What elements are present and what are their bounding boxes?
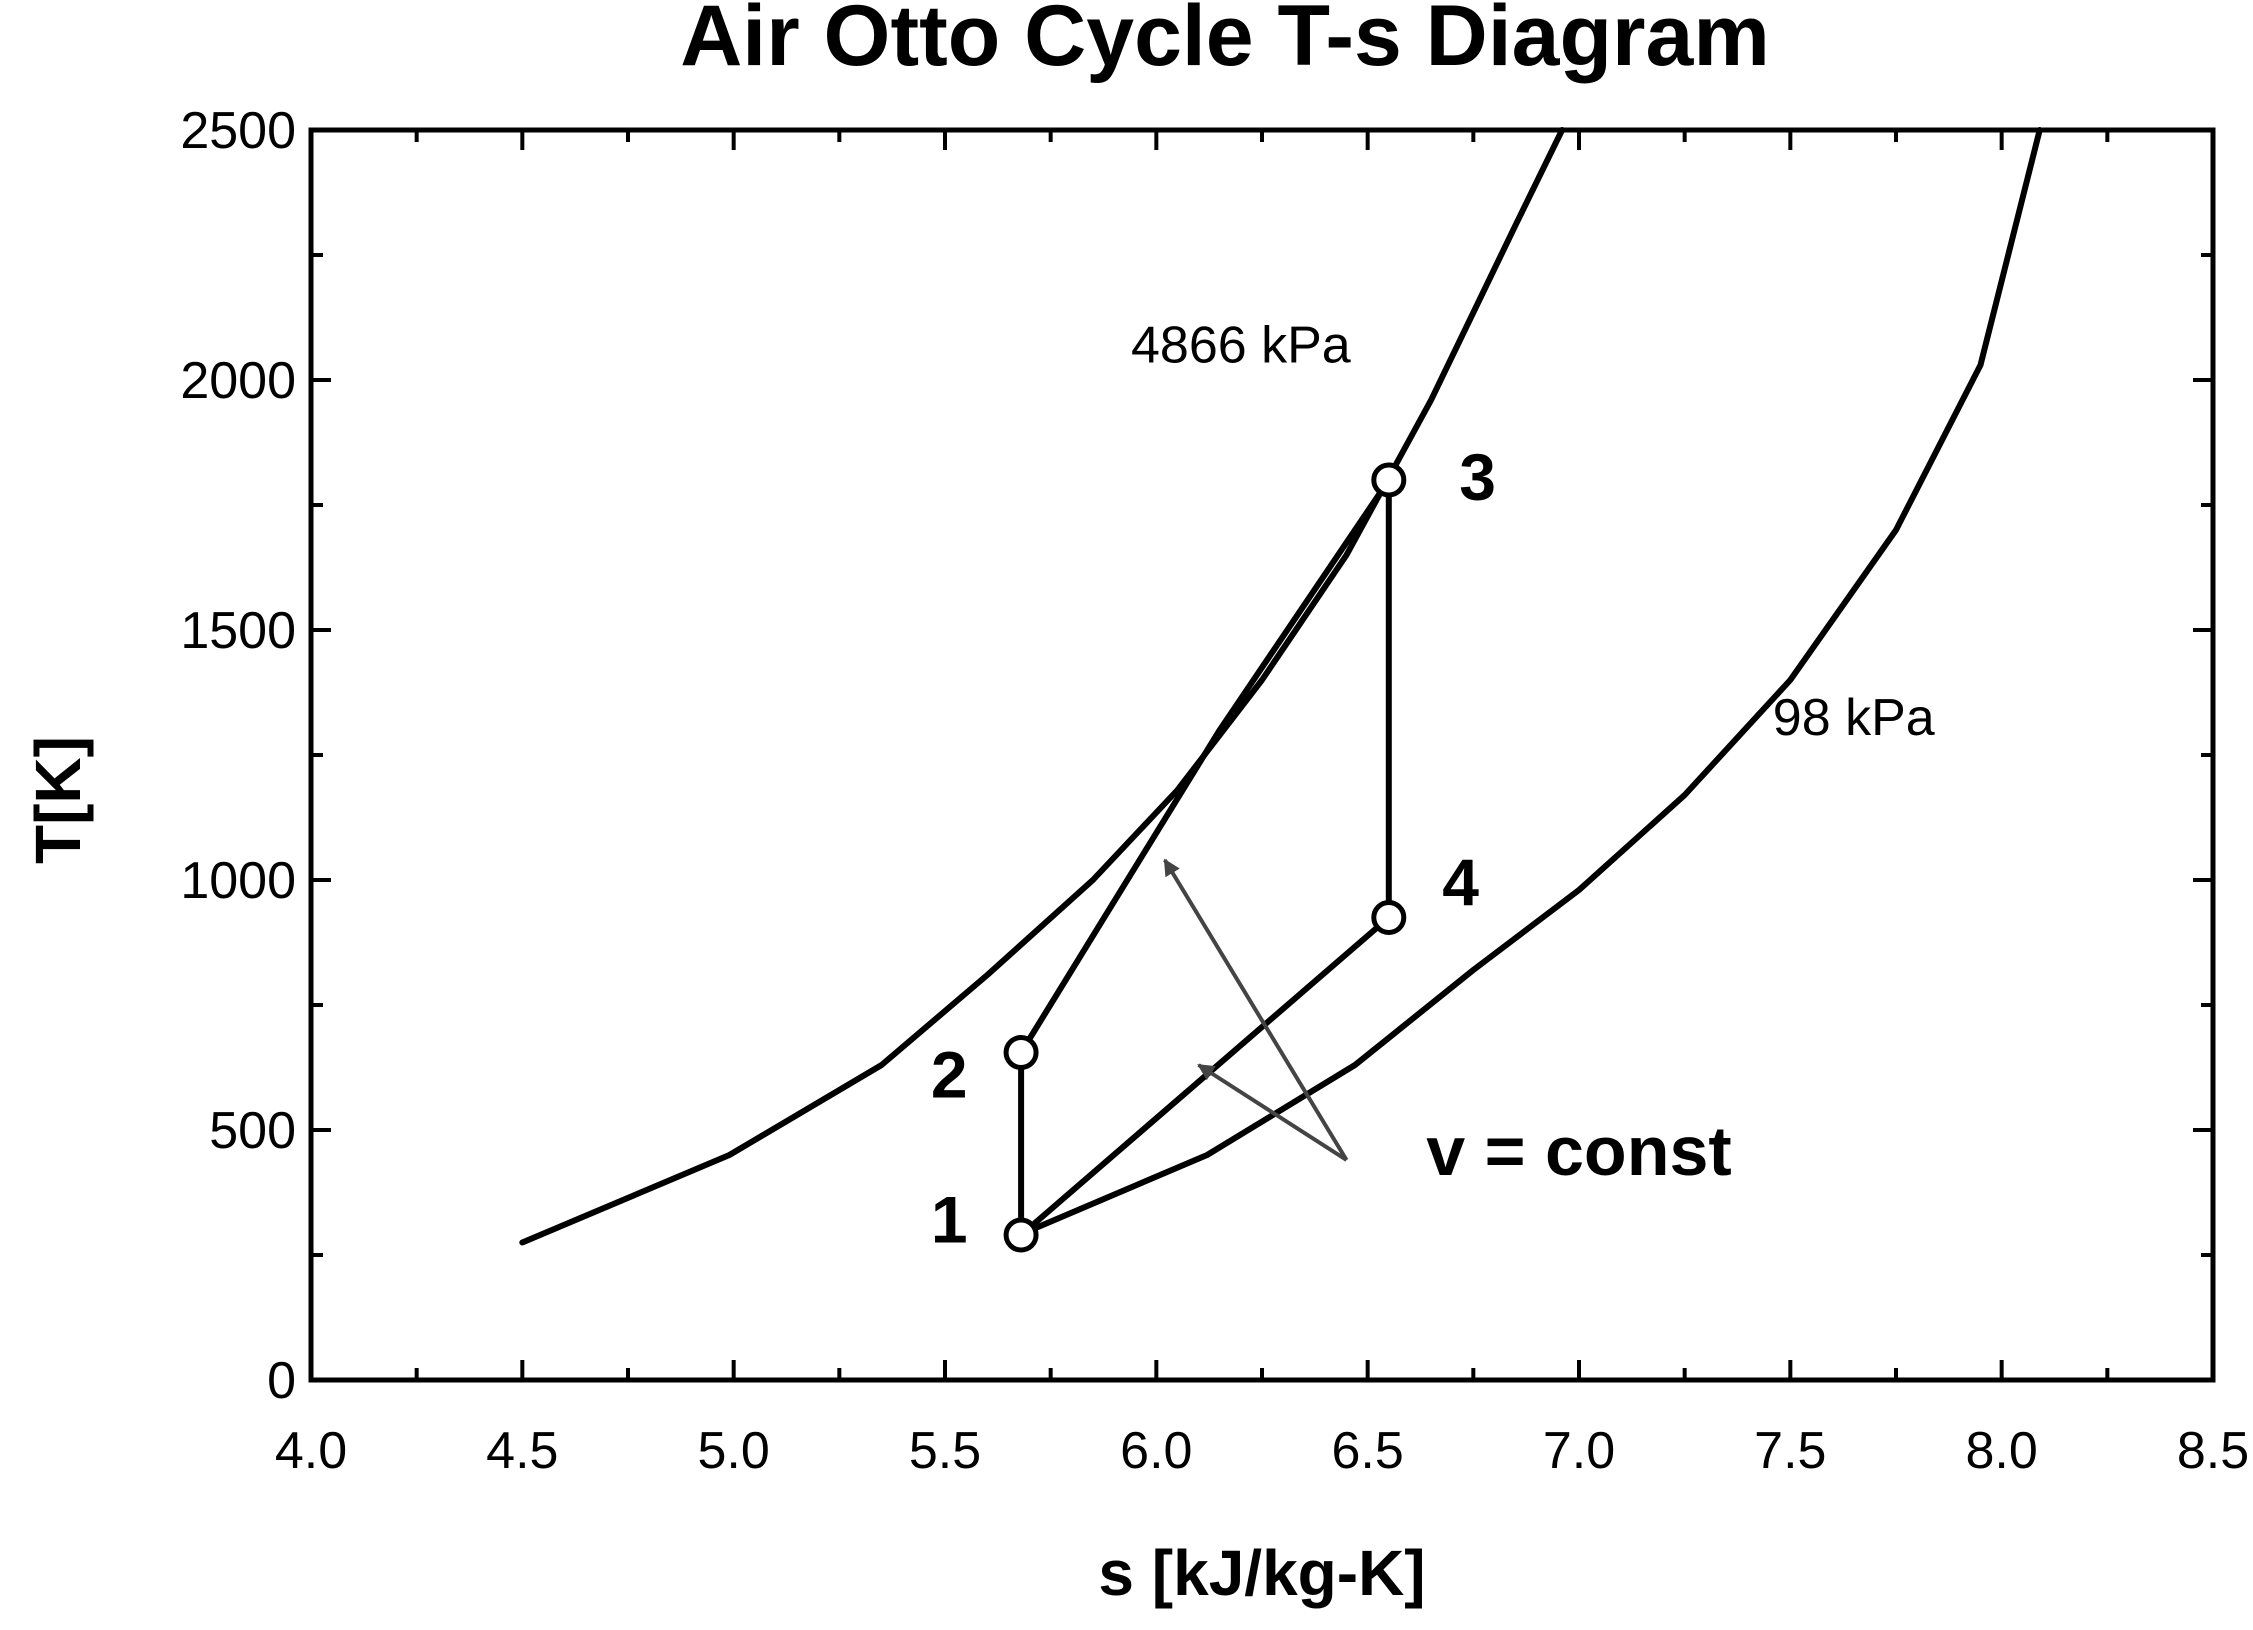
isobar-label: 98 kPa [1773,689,1935,747]
process-line [1018,477,1392,1056]
x-tick-label: 8.5 [2177,1422,2249,1480]
chart-series [519,127,2043,1246]
x-tick-label: 5.5 [909,1422,981,1480]
x-tick-label: 7.0 [1543,1422,1615,1480]
state-point-marker [1003,1035,1039,1070]
axis-ticks [309,128,2215,1382]
isobar-label: 4866 kPa [1131,317,1351,375]
isobar-line [1013,127,2043,1239]
chart-text-labels: 4866 kPa 98 kPa v = const 1 2 3 4 [931,317,1935,1257]
state-point-label: 2 [931,1038,968,1112]
y-tick-label: 1500 [180,602,296,660]
isobar-line [519,127,1566,1246]
state-point-label: 1 [931,1183,968,1257]
chart-title: Air Otto Cycle T-s Diagram [680,0,1770,84]
state-point-marker [1371,900,1407,935]
annotation-label: v = const [1426,1112,1731,1190]
annotation-arrow [1163,858,1349,1162]
state-point-label: 4 [1442,845,1479,919]
state-points [1003,462,1407,1253]
x-tick-label: 5.0 [698,1422,770,1480]
x-tick-label: 7.5 [1754,1422,1826,1480]
y-tick-label: 0 [267,1352,296,1410]
y-tick-label: 2500 [180,102,296,160]
state-point-label: 3 [1459,440,1496,514]
annotation-arrow [1197,1063,1348,1162]
x-tick-label: 8.0 [1966,1422,2038,1480]
annotation-arrows [1163,858,1349,1162]
x-tick-label: 4.5 [486,1422,558,1480]
x-axis-label: s [kJ/kg-K] [1098,1537,1425,1609]
state-point-marker [1371,462,1407,498]
y-tick-label: 2000 [180,352,296,410]
x-tick-label: 6.5 [1332,1422,1404,1480]
y-axis-label: T[K] [22,736,94,864]
y-tick-label: 500 [209,1102,296,1160]
y-tick-label: 1000 [180,852,296,910]
state-point-marker [1003,1217,1039,1253]
tick-labels: 4.0 4.5 5.0 5.5 6.0 6.5 7.0 7.5 8.0 8.5 0 500 1000 15… [180,102,2249,1480]
x-tick-label: 6.0 [1120,1422,1192,1480]
x-tick-label: 4.0 [275,1422,347,1480]
